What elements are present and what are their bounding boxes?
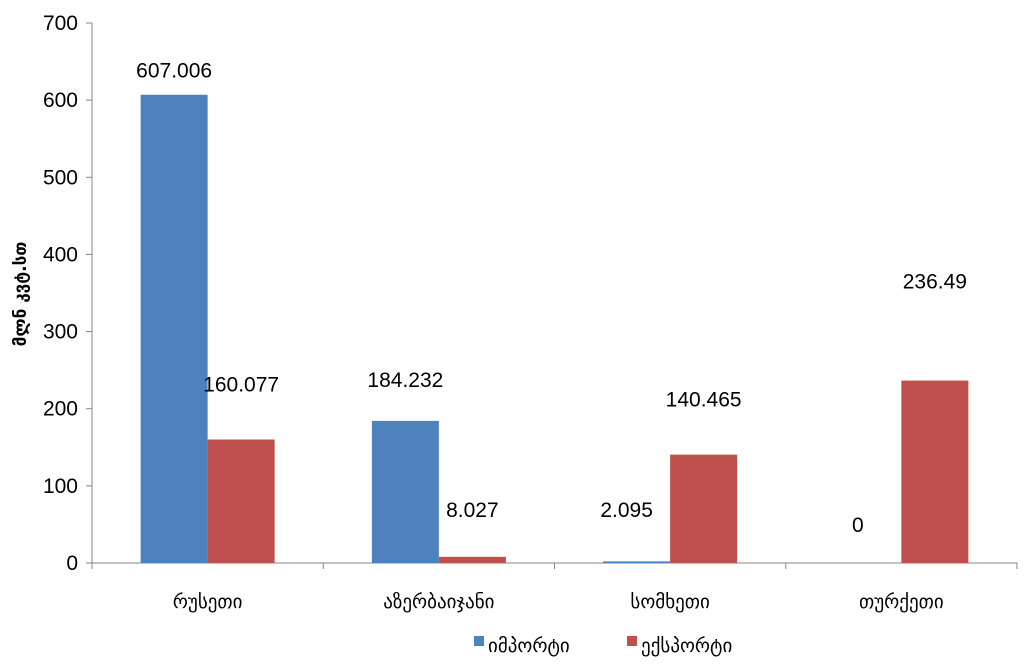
data-label: 140.465 [666,389,742,412]
x-category-label: თურქეთი [859,591,944,613]
y-tick-label: 0 [66,552,78,575]
bar [670,454,738,563]
bars [140,94,969,564]
x-category-label: რუსეთი [173,591,243,613]
legend-label: იმპორტი [488,635,570,657]
data-label: 607.006 [136,60,212,83]
y-tick-label: 500 [43,166,78,189]
y-tick-label: 300 [43,321,78,344]
legend-label: ექსპორტი [641,635,732,657]
x-category-label: სომხეთი [630,591,709,613]
bar [371,420,439,563]
y-tick-label: 700 [43,12,78,35]
bar [603,561,671,563]
y-tick-label: 600 [43,89,78,112]
bar [140,94,208,564]
data-label: 0 [852,514,864,537]
x-axis: რუსეთი აზერბაიჯანი სომხეთი თურქეთი [91,562,1018,613]
bar [438,556,506,563]
data-label: 160.077 [203,374,279,397]
bar [207,439,275,563]
y-axis: 0 100 200 300 400 500 600 700 [43,12,93,575]
legend-swatch [474,636,484,646]
legend: იმპორტი ექსპორტი [474,635,732,657]
y-tick-label: 200 [43,398,78,421]
x-category-label: აზერბაიჯანი [383,591,494,613]
y-tick-label: 400 [43,243,78,266]
data-labels: 607.006 184.232 2.095 0 160.077 8.027 140.465 2… [136,60,967,537]
y-axis-title: მლნ კვტ.სთ [11,242,31,347]
data-label: 236.49 [903,271,967,294]
y-tick-label: 100 [43,475,78,498]
bar [901,380,969,563]
data-label: 184.232 [367,369,443,392]
data-label: 2.095 [600,499,653,522]
legend-swatch [627,636,637,646]
data-label: 8.027 [446,499,499,522]
